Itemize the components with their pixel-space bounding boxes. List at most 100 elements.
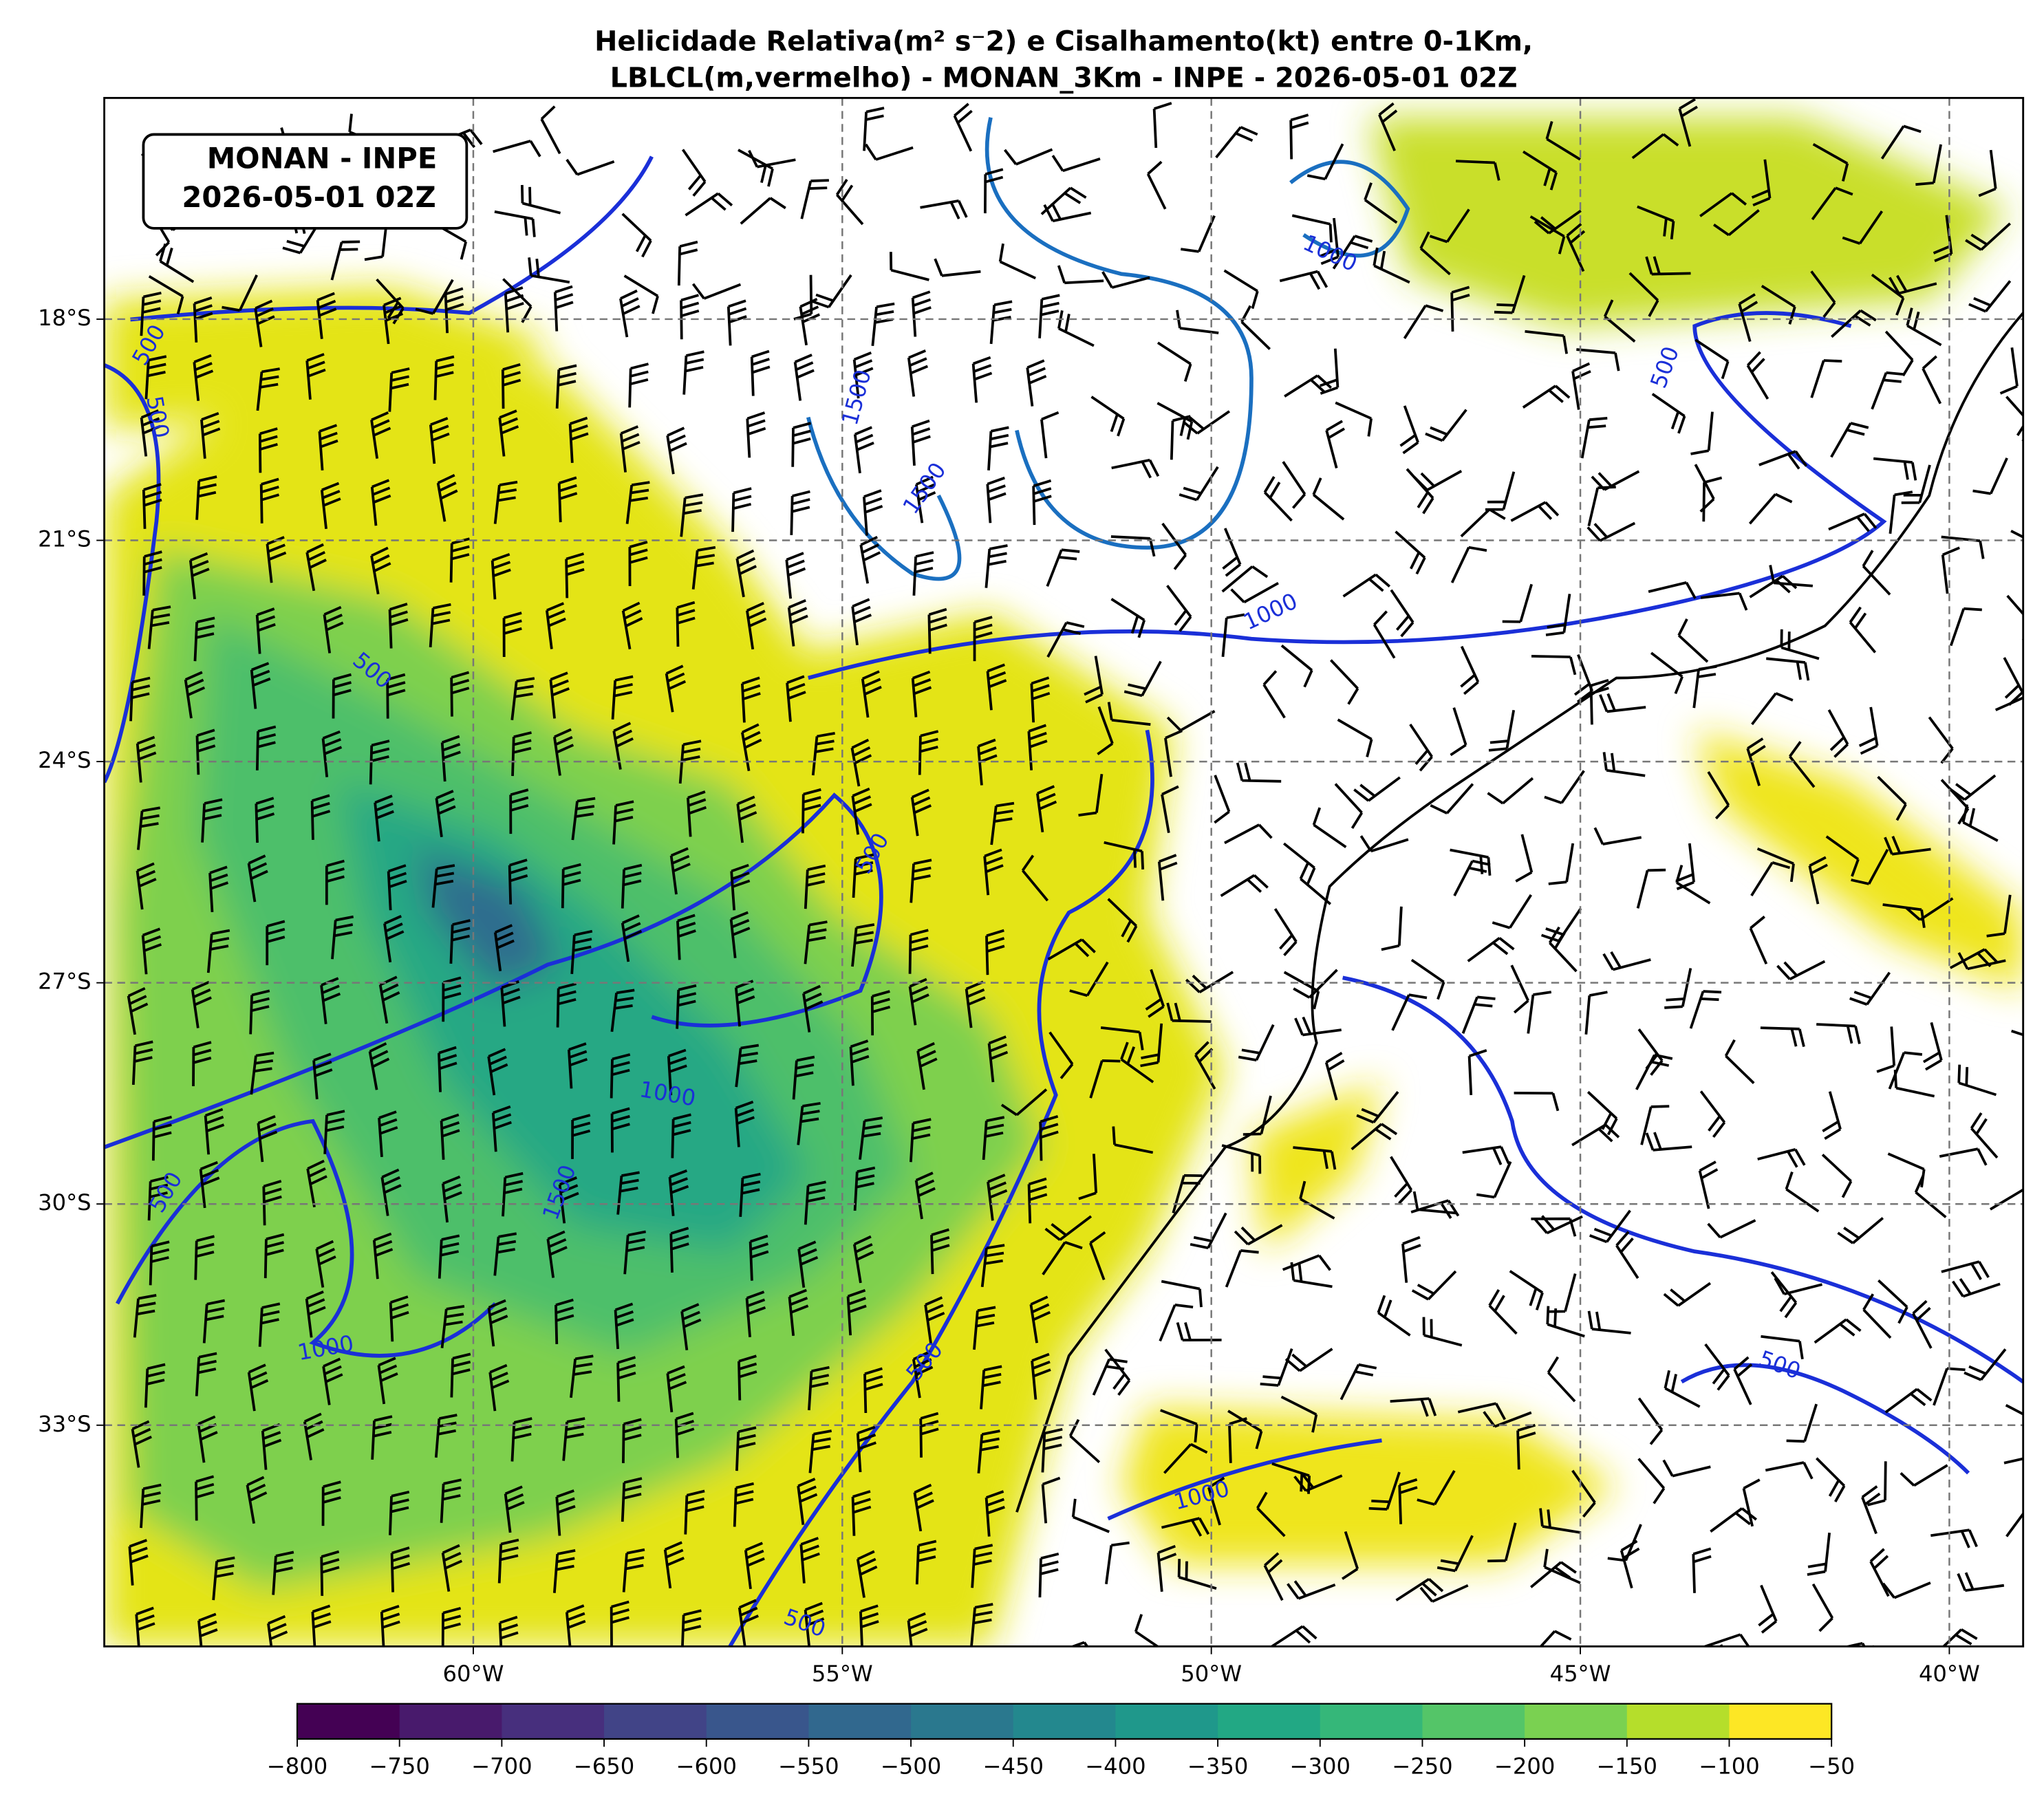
wind-barb <box>493 924 515 971</box>
title-line: Helicidade Relativa(m² s⁻2) e Cisalhamen… <box>594 25 1533 57</box>
wind-barb <box>686 790 707 837</box>
wind-barb <box>1092 1358 1128 1396</box>
wind-barb <box>1889 274 1937 295</box>
wind-barb <box>249 989 270 1035</box>
wind-barb <box>1603 299 1636 343</box>
wind-barb <box>436 474 458 522</box>
wind-barb <box>669 1227 689 1273</box>
wind-barb <box>1825 835 1860 877</box>
wind-barb <box>555 364 577 409</box>
wind-barb <box>1160 1409 1198 1443</box>
wind-barb <box>1699 192 1747 217</box>
wind-barb <box>1051 155 1101 173</box>
wind-barb <box>193 296 213 343</box>
wind-barb <box>1882 1581 1931 1599</box>
wind-barb <box>1970 1112 1999 1159</box>
wind-barb <box>1450 285 1470 332</box>
wind-barb <box>562 1417 585 1461</box>
wind-barb <box>263 1233 285 1279</box>
wind-barb <box>2005 1403 2023 1416</box>
wind-barb <box>255 797 275 843</box>
wind-barb <box>488 1363 510 1412</box>
wind-barb <box>272 1551 294 1595</box>
x-tick-label: 45°W <box>1550 1661 1611 1687</box>
colorbar-bin <box>1422 1703 1526 1739</box>
wind-barb <box>257 1114 278 1163</box>
wind-barb <box>1695 338 1730 380</box>
wind-barb <box>628 541 648 586</box>
wind-barb <box>1548 843 1575 885</box>
wind-barb <box>449 919 471 964</box>
wind-barb <box>1170 415 1191 460</box>
wind-barb <box>258 1302 281 1347</box>
wind-barb <box>911 290 932 337</box>
wind-barb <box>1869 1548 1890 1597</box>
wind-barb <box>681 149 707 197</box>
wind-barb <box>792 1055 815 1100</box>
map-area: 5005001000150015005001000500500100015005… <box>104 98 2023 1647</box>
wind-barb <box>870 990 891 1036</box>
wind-barb <box>1223 269 1259 310</box>
wind-barb <box>509 788 529 834</box>
wind-barb <box>1262 670 1286 719</box>
wind-barb <box>305 1291 326 1338</box>
wind-barb <box>912 551 934 596</box>
wind-barb <box>197 1612 218 1647</box>
wind-barb <box>1293 1146 1337 1170</box>
wind-barb <box>557 476 578 523</box>
wind-barb <box>1411 1270 1457 1301</box>
wind-barb <box>1112 1126 1154 1154</box>
wind-barb <box>1157 854 1178 901</box>
wind-barb <box>1104 1348 1131 1396</box>
wind-barb <box>1492 894 1533 929</box>
wind-barb <box>195 1475 215 1521</box>
wind-barb <box>1293 1472 1343 1492</box>
wind-barb <box>1675 865 1711 905</box>
wind-barb <box>1786 1403 1818 1443</box>
wind-barb <box>1487 1522 1517 1563</box>
wind-barb <box>370 546 391 595</box>
wind-barb <box>1453 859 1491 897</box>
wind-barb <box>612 722 634 770</box>
wind-barb <box>1888 1051 1923 1090</box>
wind-barb <box>797 1240 819 1288</box>
wind-barb <box>568 416 589 464</box>
wind-barb <box>144 355 167 400</box>
wind-barb <box>1228 1417 1247 1463</box>
wind-barb <box>1291 214 1333 243</box>
wind-barb <box>1999 347 2019 395</box>
wind-barb <box>258 427 278 473</box>
wind-barb <box>312 1052 333 1100</box>
wind-barb <box>1664 1370 1701 1408</box>
wind-barb <box>545 602 566 649</box>
wind-barb <box>612 800 634 845</box>
wind-barb <box>1636 868 1666 909</box>
wind-barb <box>1862 1293 1892 1339</box>
wind-barb <box>136 806 161 850</box>
wind-barb <box>565 1604 586 1647</box>
title-line: LBLCL(m,vermelho) - MONAN_3Km - INPE - 2… <box>610 62 1518 94</box>
wind-barb <box>674 1412 695 1458</box>
wind-barb <box>250 662 271 709</box>
wind-barb <box>1284 374 1333 398</box>
wind-barb <box>1884 1388 1933 1414</box>
wind-barb <box>540 105 561 155</box>
wind-barb <box>1965 222 2012 251</box>
wind-barb <box>1949 607 1982 647</box>
wind-barb <box>1593 827 1642 845</box>
wind-barb <box>1901 464 1931 504</box>
wind-barb <box>986 476 1007 523</box>
wind-barb <box>487 1299 508 1347</box>
wind-barb <box>1776 960 1826 981</box>
wind-barb <box>1078 1154 1098 1200</box>
wind-barb <box>1664 968 1692 1009</box>
wind-barb <box>1230 581 1279 604</box>
wind-barb <box>889 252 929 281</box>
wind-barb <box>804 864 826 909</box>
wind-barb <box>438 1234 460 1279</box>
wind-barb <box>191 980 212 1028</box>
wind-barb <box>438 1046 458 1092</box>
wind-barb <box>323 605 344 654</box>
wind-barb <box>1256 1491 1286 1537</box>
colorbar-tick-label: −400 <box>1085 1753 1145 1780</box>
